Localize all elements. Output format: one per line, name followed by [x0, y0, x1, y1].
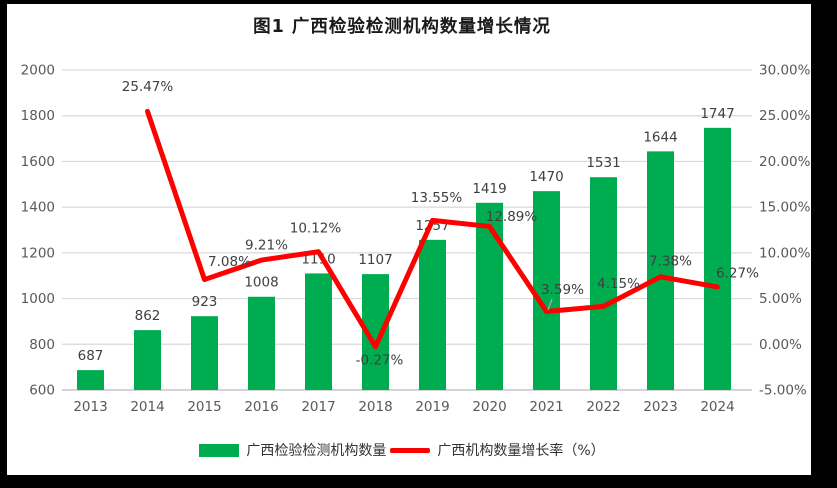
right-axis-tick: 0.00%	[759, 337, 802, 353]
right-axis-tick: 5.00%	[759, 291, 802, 307]
line-value-label: 25.47%	[122, 79, 174, 95]
label-leader-line	[547, 298, 553, 311]
left-axis-tick: 1200	[21, 245, 55, 261]
left-axis-tick: 1800	[21, 108, 55, 124]
right-axis-tick: 10.00%	[759, 245, 811, 261]
x-axis-label: 2024	[700, 399, 734, 415]
bar	[77, 370, 104, 390]
x-axis-label: 2020	[472, 399, 506, 415]
right-axis-tick: 20.00%	[759, 154, 811, 170]
x-axis-label: 2017	[301, 399, 335, 415]
line-series-swatch-icon	[390, 447, 431, 453]
left-axis-tick: 600	[29, 383, 55, 399]
bar	[419, 239, 446, 390]
x-axis-label: 2021	[529, 399, 563, 415]
line-value-label: 9.21%	[245, 238, 288, 254]
bar	[248, 296, 275, 390]
line-value-label: 4.15%	[597, 276, 640, 292]
line-value-label: 7.38%	[649, 253, 692, 269]
right-axis-tick: -5.00%	[759, 383, 807, 399]
bar-value-label: 862	[135, 308, 161, 324]
bar-value-label: 1008	[244, 275, 278, 291]
bar-value-label: 1470	[529, 169, 563, 185]
legend-item-bar-series: 广西检验检测机构数量	[199, 440, 386, 460]
chart-canvas: 图1 广西检验检测机构数量增长情况 2000 1800 1600 1400 1200 10…	[7, 4, 811, 475]
bar	[533, 191, 560, 390]
x-axis-label: 2018	[358, 399, 392, 415]
bar	[305, 273, 332, 390]
x-axis-label: 2022	[586, 399, 620, 415]
bar-value-label: 1531	[586, 155, 620, 171]
line-value-label: 3.59%	[541, 282, 584, 298]
legend: 广西检验检测机构数量 广西机构数量增长率（%）	[7, 440, 797, 460]
legend-item-line-series: 广西机构数量增长率（%）	[390, 440, 605, 460]
x-axis-label: 2015	[187, 399, 221, 415]
line-value-label: -0.27%	[356, 352, 404, 368]
left-axis-tick: 1000	[21, 291, 55, 307]
bar	[590, 177, 617, 390]
bar-value-label: 1107	[358, 252, 392, 268]
line-value-label: 7.08%	[208, 254, 251, 270]
left-axis-tick: 800	[29, 337, 55, 353]
x-axis-label: 2019	[415, 399, 449, 415]
left-axis-tick: 2000	[21, 63, 55, 79]
bar-value-label: 1644	[643, 129, 677, 145]
legend-label-bar-series: 广西检验检测机构数量	[246, 443, 387, 459]
bar-series-swatch-icon	[199, 443, 240, 457]
bar	[704, 127, 731, 390]
bar	[647, 151, 674, 390]
chart-title: 图1 广西检验检测机构数量增长情况	[253, 17, 551, 37]
bar-value-label: 1747	[700, 106, 734, 122]
legend-label-line-series: 广西机构数量增长率（%）	[437, 443, 605, 459]
right-axis-tick: 15.00%	[759, 200, 811, 216]
bar	[134, 330, 161, 390]
line-value-label: 10.12%	[290, 220, 342, 236]
bar-value-label: 687	[78, 348, 104, 364]
left-axis-tick: 1400	[21, 200, 55, 216]
growth-rate-line	[145, 108, 720, 350]
bar-value-label: 1419	[472, 181, 506, 197]
right-axis-tick: 30.00%	[759, 63, 811, 79]
line-value-label: 6.27%	[716, 265, 759, 281]
line-value-label: 13.55%	[411, 190, 463, 206]
left-axis-tick: 1600	[21, 154, 55, 170]
line-value-label: 12.89%	[486, 209, 538, 225]
x-axis-label: 2016	[244, 399, 278, 415]
x-axis-label: 2014	[130, 399, 164, 415]
x-axis-label: 2013	[73, 399, 107, 415]
bar	[191, 316, 218, 390]
bar	[476, 202, 503, 390]
x-axis-label: 2023	[643, 399, 677, 415]
bar-value-label: 923	[192, 294, 218, 310]
right-axis-tick: 25.00%	[759, 108, 811, 124]
